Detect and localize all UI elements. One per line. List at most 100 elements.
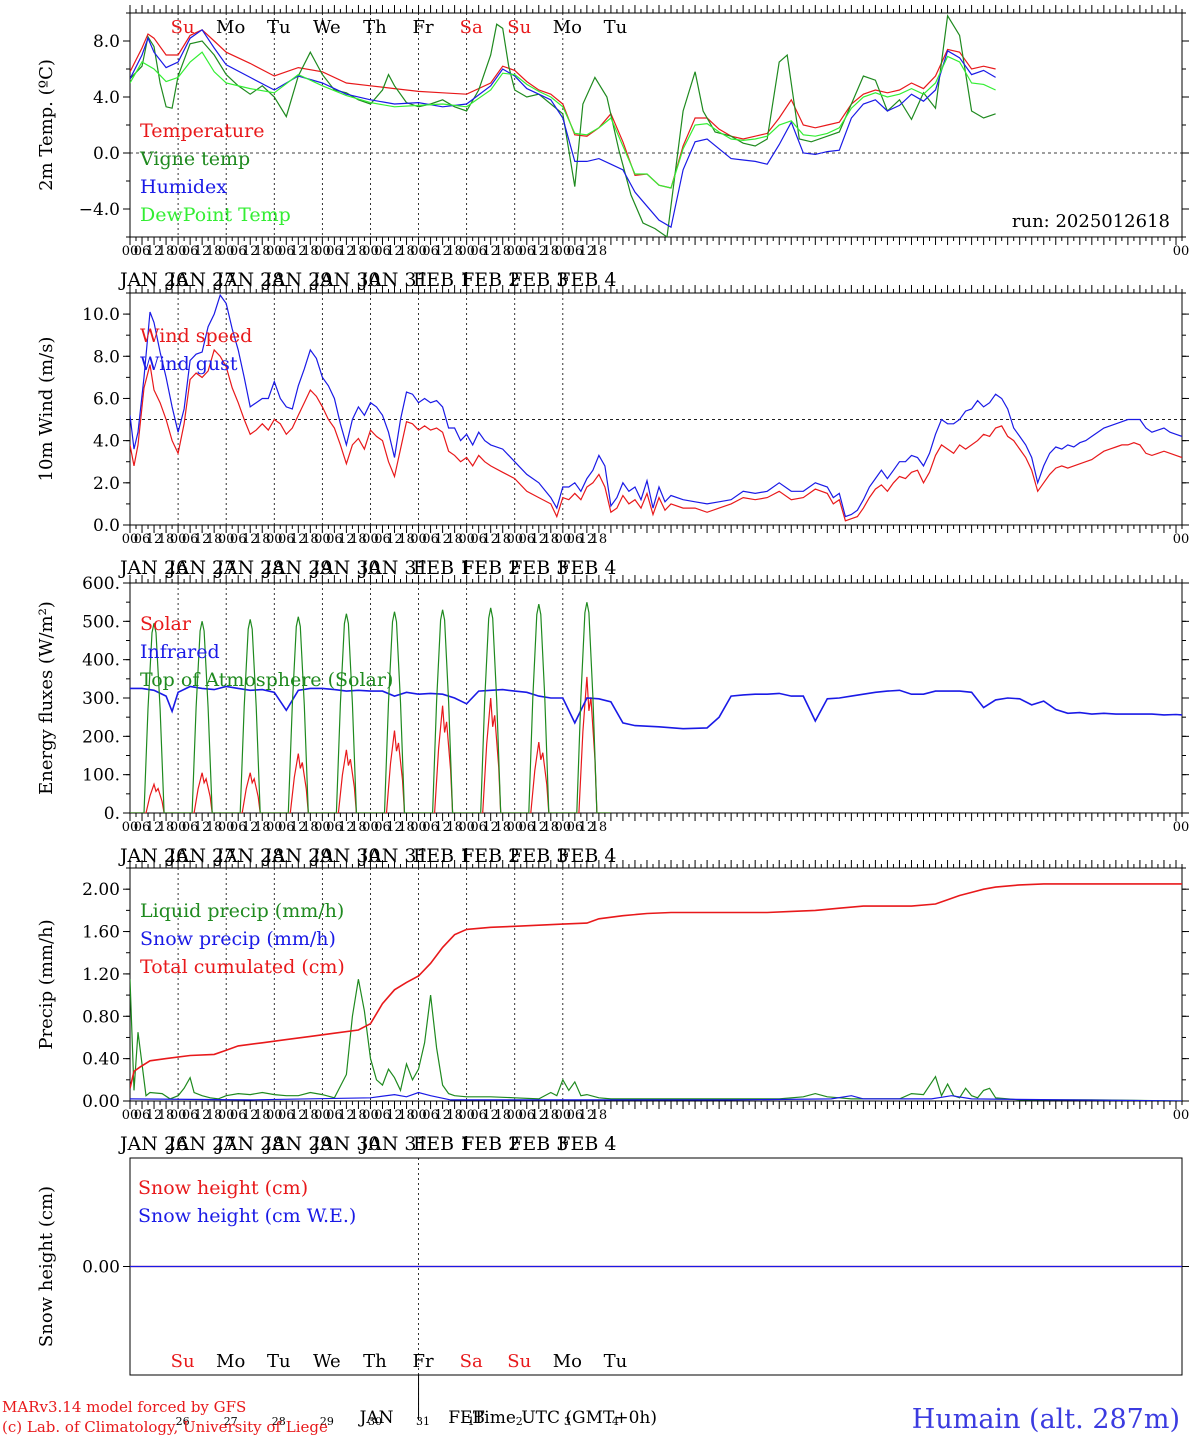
hour-tick-label: 06 <box>134 820 151 835</box>
hour-tick-label: 18 <box>494 820 511 835</box>
hour-tick-label: 12 <box>579 1108 596 1123</box>
hour-tick-label: 12 <box>338 1108 355 1123</box>
date-label: JAN 30 <box>310 845 380 867</box>
hour-tick-label: 18 <box>350 532 367 547</box>
date-label: FEB 1 <box>413 845 472 867</box>
hour-tick-label: 18 <box>206 820 223 835</box>
hour-tick-label: 06 <box>422 1108 439 1123</box>
hour-tick-label: 12 <box>482 244 499 259</box>
hour-tick-label: 12 <box>146 1108 163 1123</box>
hour-tick-label: 12 <box>386 1108 403 1123</box>
credit-line-2: (c) Lab. of Climatology, University of L… <box>2 1418 328 1436</box>
hour-tick-label: 06 <box>134 1108 151 1123</box>
station-label: Humain (alt. 287m) <box>912 1404 1180 1435</box>
hour-tick-label: 12 <box>531 532 548 547</box>
hour-tick-label: 12 <box>482 532 499 547</box>
hour-tick-label: 00 <box>362 244 379 259</box>
hour-tick-label: 06 <box>278 244 295 259</box>
y-axis-label: Energy fluxes (W/m²) <box>36 601 57 795</box>
legend-entry: Temperature <box>140 120 264 142</box>
hour-tick-label: 18 <box>398 244 415 259</box>
hour-tick-label: 12 <box>579 820 596 835</box>
hour-tick-label: 12 <box>194 1108 211 1123</box>
date-label: FEB 3 <box>509 1133 568 1155</box>
legend-entry: Wind speed <box>140 325 252 347</box>
hour-tick-label: 06 <box>567 1108 584 1123</box>
hour-tick-label: 12 <box>290 244 307 259</box>
hour-tick-label: 12 <box>482 1108 499 1123</box>
series-line-2 <box>130 293 1182 518</box>
hour-tick-label: 18 <box>494 244 511 259</box>
hour-tick-label: 00 <box>170 1108 187 1123</box>
hour-tick-label: 06 <box>374 532 391 547</box>
y-tick-label: 6.0 <box>93 389 120 409</box>
weekday-label: Fr <box>413 1351 434 1372</box>
hour-tick-label: 06 <box>422 244 439 259</box>
legend-entry: Snow precip (mm/h) <box>140 928 336 950</box>
day-number-label: 3 <box>564 1415 571 1428</box>
day-number-label: 4 <box>612 1415 619 1428</box>
date-label: JAN 29 <box>262 845 332 867</box>
hour-tick-label: 00 <box>314 244 331 259</box>
y-tick-label: 2.00 <box>82 880 120 900</box>
hour-tick-label: 00 <box>410 1108 427 1123</box>
series-line-1 <box>130 979 1182 1101</box>
hour-tick-label: 12 <box>338 820 355 835</box>
plot-frame <box>129 582 1183 814</box>
hour-tick-label: 00 <box>555 244 572 259</box>
legend-entry: Solar <box>140 613 192 635</box>
hour-tick-label: 18 <box>446 244 463 259</box>
hour-tick-label: 18 <box>350 244 367 259</box>
hour-tick-label: 18 <box>254 1108 271 1123</box>
hour-tick-label: 06 <box>230 820 247 835</box>
hour-tick-label: 18 <box>543 244 560 259</box>
hour-tick-label: 00 <box>458 532 475 547</box>
weekday-label: Th <box>363 1351 387 1372</box>
hour-tick-label: 12 <box>290 532 307 547</box>
hour-tick-label: 00 <box>1173 244 1190 259</box>
day-number-label: 31 <box>416 1415 430 1428</box>
hour-tick-label: 18 <box>543 532 560 547</box>
month-label-jan: JAN <box>358 1408 394 1428</box>
hour-tick-label: 00 <box>506 1108 523 1123</box>
y-axis-label: Snow height (cm) <box>36 1186 57 1347</box>
hour-tick-label: 00 <box>458 244 475 259</box>
weekday-label: We <box>313 17 341 38</box>
hour-tick-label: 18 <box>302 1108 319 1123</box>
hour-tick-label: 00 <box>170 532 187 547</box>
legend-entry: Humidex <box>140 176 227 198</box>
date-label: JAN 30 <box>310 557 380 579</box>
weekday-label: Mo <box>553 17 582 38</box>
y-tick-label: 300. <box>82 689 120 709</box>
y-tick-label: 4.0 <box>93 432 120 452</box>
hour-tick-label: 18 <box>398 1108 415 1123</box>
weekday-label: Sa <box>460 1351 483 1372</box>
weekday-label: Fr <box>413 17 434 38</box>
hour-tick-label: 18 <box>398 820 415 835</box>
hour-tick-label: 00 <box>555 532 572 547</box>
legend-entry: Snow height (cm) <box>138 1177 308 1199</box>
legend-entry: Liquid precip (mm/h) <box>140 900 344 922</box>
hour-tick-label: 18 <box>254 820 271 835</box>
y-tick-label: 500. <box>82 612 120 632</box>
hour-tick-label: 12 <box>242 244 259 259</box>
hour-tick-label: 18 <box>591 820 608 835</box>
date-label: FEB 1 <box>413 1133 472 1155</box>
footer: MARv3.14 model forced by GFS (c) Lab. of … <box>2 1398 1180 1436</box>
hour-tick-label: 00 <box>362 532 379 547</box>
weekday-label: We <box>313 1351 341 1372</box>
hour-tick-label: 06 <box>374 244 391 259</box>
hour-tick-label: 00 <box>506 820 523 835</box>
hour-tick-label: 06 <box>278 820 295 835</box>
date-label: JAN 27 <box>166 845 236 867</box>
hour-tick-label: 12 <box>290 1108 307 1123</box>
hour-tick-label: 06 <box>278 532 295 547</box>
hour-tick-label: 12 <box>531 244 548 259</box>
hour-tick-label: 18 <box>446 532 463 547</box>
hour-tick-label: 18 <box>158 1108 175 1123</box>
hour-tick-label: 18 <box>591 532 608 547</box>
hour-tick-label: 06 <box>470 1108 487 1123</box>
run-annotation: run: 2025012618 <box>1012 211 1170 232</box>
y-axis-label: Precip (mm/h) <box>36 919 57 1049</box>
